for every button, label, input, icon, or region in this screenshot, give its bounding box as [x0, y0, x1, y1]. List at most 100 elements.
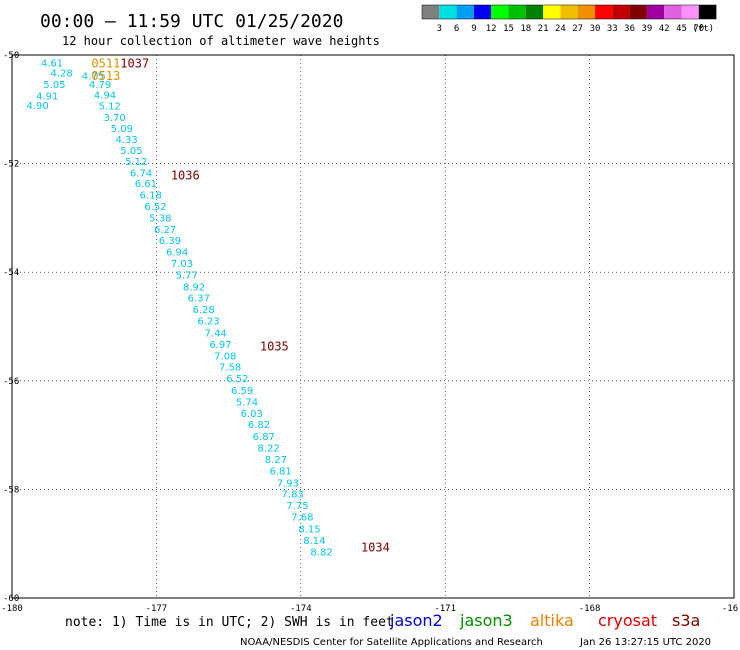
wave-height-point: 8.82 — [310, 547, 332, 558]
colorbar-swatch — [681, 5, 699, 19]
wave-height-point: 7.83 — [282, 490, 304, 501]
y-tick-label: -56 — [3, 377, 19, 387]
colorbar-swatch — [543, 5, 561, 19]
wave-height-point: 5.74 — [236, 397, 258, 408]
wave-height-point: 6.23 — [197, 317, 219, 328]
wave-height-point: 7.58 — [219, 363, 241, 374]
colorbar-swatch — [577, 5, 595, 19]
colorbar-tick-label: 12 — [486, 24, 497, 34]
wave-height-point: 6.27 — [154, 225, 176, 236]
y-tick-label: -58 — [3, 485, 19, 495]
wave-height-point: 5.77 — [176, 270, 198, 281]
satellite-legend-entry: altika — [530, 611, 574, 630]
wave-height-point: 4.91 — [36, 92, 58, 103]
wave-height-point: 3.70 — [103, 113, 125, 124]
colorbar-swatch — [525, 5, 544, 19]
x-tick-label: -168 — [579, 604, 601, 614]
colorbar-swatch — [508, 5, 526, 19]
wave-height-point: 6.59 — [231, 386, 253, 397]
footer-timestamp: Jan 26 13:27:15 UTC 2020 — [579, 637, 711, 648]
pass-time-label: 0511 — [91, 57, 120, 71]
colorbar-tick-label: 9 — [471, 24, 476, 34]
x-tick-label: -174 — [290, 604, 312, 614]
wave-height-point: 4.28 — [51, 68, 73, 79]
wave-height-point: 6.97 — [209, 340, 231, 351]
colorbar-tick-label: 15 — [503, 24, 514, 34]
wave-height-point: 5.05 — [120, 146, 142, 157]
colorbar-swatch — [422, 5, 440, 19]
colorbar-swatch — [612, 5, 630, 19]
colorbar-tick-label: 45 — [676, 24, 687, 34]
wave-height-point: 5.38 — [149, 213, 171, 224]
colorbar-swatch — [491, 5, 509, 19]
colorbar-tick-label: 30 — [590, 24, 601, 34]
gridlines — [12, 55, 734, 598]
pass-time-label: 1037 — [120, 57, 149, 71]
pass-time-label: 1034 — [361, 540, 390, 554]
colorbar-swatch — [456, 5, 474, 19]
wave-height-point: 4.61 — [41, 59, 63, 70]
footer-credit: NOAA/NESDIS Center for Satellite Applica… — [240, 637, 543, 648]
colorbar-tick-label: 27 — [572, 24, 583, 34]
colorbar-swatch — [664, 5, 682, 19]
wave-height-point: 7.08 — [214, 351, 236, 362]
wave-height-point: 7.44 — [205, 328, 227, 339]
wave-height-point: 5.05 — [43, 80, 65, 91]
colorbar-swatch — [595, 5, 613, 19]
pass-time-label: 1035 — [260, 340, 289, 354]
wave-height-point: 6.52 — [144, 202, 166, 213]
wave-height-point: 5.12 — [99, 101, 121, 112]
colorbar-tick-label: 36 — [624, 24, 635, 34]
x-tick-label: -180 — [1, 604, 23, 614]
x-tick-label: -171 — [434, 604, 456, 614]
wave-height-point: 6.87 — [253, 432, 275, 443]
satellite-legend-entry: s3a — [672, 611, 700, 630]
wave-height-point: 6.28 — [193, 305, 215, 316]
colorbar-swatch — [473, 5, 492, 19]
wave-height-point: 4.33 — [115, 135, 137, 146]
x-tick-label: -16 — [722, 604, 738, 614]
wave-height-point: 8.27 — [265, 455, 287, 466]
colorbar-tick-label: 42 — [659, 24, 670, 34]
axis-ticks: -180 -177 -174 -171 -168 -16 -50 -52 -54 -56 -58 -6… — [1, 51, 738, 614]
pass-time-label: 0513 — [91, 69, 120, 83]
colorbar-tick-label: 24 — [555, 24, 566, 34]
chart-title: 00:00 – 11:59 UTC 01/25/2020 — [40, 11, 343, 32]
wave-height-point: 8.15 — [298, 524, 320, 535]
colorbar-swatch — [560, 5, 578, 19]
plot-frame — [11, 54, 735, 599]
wave-height-point: 6.74 — [130, 168, 152, 179]
satellite-legend-entry: cryosat — [598, 611, 657, 630]
satellite-legend-entry: jason3 — [459, 611, 513, 630]
y-tick-label: -60 — [3, 594, 19, 604]
colorbar-tick-label: 70 — [693, 24, 704, 34]
colorbar-tick-label: 18 — [520, 24, 531, 34]
colorbar-tick-label: 3 — [437, 24, 442, 34]
pass-time-label: 1036 — [171, 168, 200, 182]
y-tick-label: -50 — [3, 51, 19, 61]
wave-height-point: 8.92 — [183, 282, 205, 293]
plot-area: -180 -177 -174 -171 -168 -16 -50 -52 -54 -56 -58 -6… — [1, 51, 738, 614]
wave-height-point: 4.79 — [89, 80, 111, 91]
colorbar-legend: 3 6 9 12 15 18 21 24 27 30 33 36 39 42 45 70(ft) — [421, 4, 717, 34]
colorbar-swatch — [629, 5, 647, 19]
colorbar-swatch — [439, 5, 457, 19]
wave-height-point: 5.09 — [111, 124, 133, 135]
satellite-legend-entry: jason2 — [389, 611, 443, 630]
wave-height-point: 5.12 — [125, 157, 147, 168]
footer-note: note: 1) Time is in UTC; 2) SWH is in fe… — [65, 615, 394, 630]
wave-height-point: 4.90 — [26, 101, 48, 112]
wave-height-point: 6.39 — [159, 236, 181, 247]
wave-height-point: 6.52 — [226, 374, 248, 385]
colorbar-swatch — [698, 5, 717, 19]
colorbar-unit: (ft) — [692, 24, 714, 34]
wave-height-point: 4.94 — [94, 91, 116, 102]
colorbar-tick-label: 21 — [538, 24, 549, 34]
satellite-legend: jason2 jason3 altika cryosat s3a — [389, 611, 700, 630]
y-tick-label: -52 — [3, 160, 19, 170]
colorbar-tick-label: 6 — [454, 24, 459, 34]
y-tick-label: -54 — [3, 268, 19, 278]
colorbar-tick-label: 39 — [641, 24, 652, 34]
